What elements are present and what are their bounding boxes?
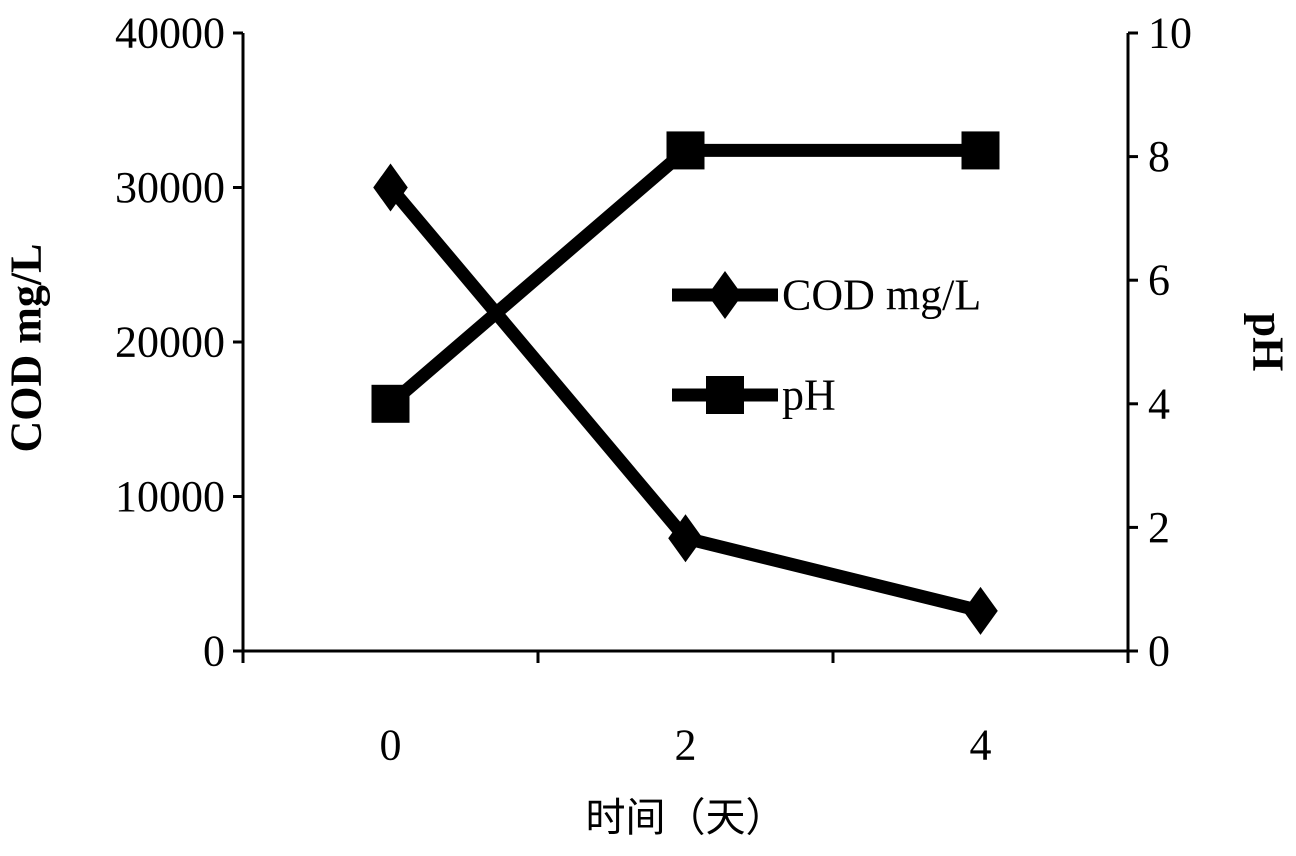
legend-label: COD mg/L [782, 271, 981, 320]
cod-point-marker [963, 586, 998, 635]
legend-square-marker [706, 376, 744, 414]
right-y-tick-label: 10 [1148, 9, 1192, 58]
right-y-tick-label: 2 [1148, 503, 1170, 552]
ph-point-marker [666, 131, 705, 170]
labels: COD mg/L pH 时间（天） [2, 244, 1293, 842]
ph-point-marker [371, 384, 410, 423]
x-tick-label: 0 [380, 721, 402, 770]
legend-label: pH [782, 371, 836, 420]
series [371, 131, 1000, 635]
left-y-tick-label: 0 [203, 627, 225, 676]
left-y-tick-label: 20000 [115, 318, 225, 367]
right-y-tick-label: 6 [1148, 256, 1170, 305]
x-tick-label: 4 [970, 721, 992, 770]
ph-point-marker [961, 131, 1000, 170]
x-axis-title: 时间（天） [586, 795, 786, 841]
ticks: 0 10000 20000 30000 40000 0 2 4 6 8 10 0 2 4 [115, 9, 1192, 770]
cod-point-marker [373, 163, 408, 212]
right-y-tick-label: 4 [1148, 379, 1170, 428]
left-y-tick-label: 10000 [115, 472, 225, 521]
left-y-tick-label: 40000 [115, 9, 225, 58]
cod-point-marker [668, 514, 703, 563]
left-y-tick-label: 30000 [115, 163, 225, 212]
right-y-tick-label: 0 [1148, 627, 1170, 676]
y2-axis-title: pH [1244, 313, 1293, 372]
legend-diamond-marker [707, 271, 743, 319]
x-tick-label: 2 [675, 721, 697, 770]
right-y-tick-label: 8 [1148, 132, 1170, 181]
y-axis-title: COD mg/L [2, 244, 51, 453]
legend: COD mg/L pH [672, 271, 981, 420]
